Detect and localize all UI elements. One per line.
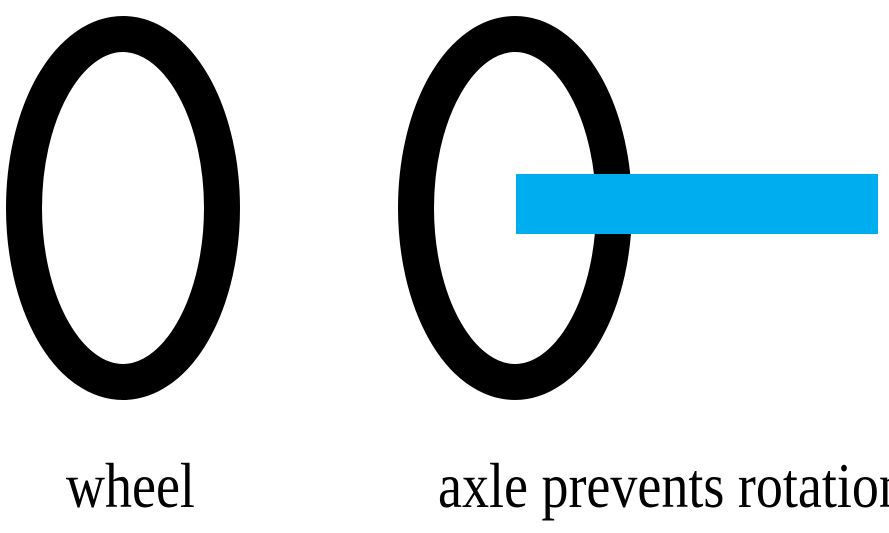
caption-wheel: wheel [66, 450, 195, 522]
wheel-left [6, 16, 240, 400]
wheel-ring-left [6, 16, 240, 400]
caption-axle-prevents-rotation: axle prevents rotation [438, 450, 889, 522]
axle-bar [516, 174, 878, 234]
wheel-with-axle [398, 16, 878, 400]
